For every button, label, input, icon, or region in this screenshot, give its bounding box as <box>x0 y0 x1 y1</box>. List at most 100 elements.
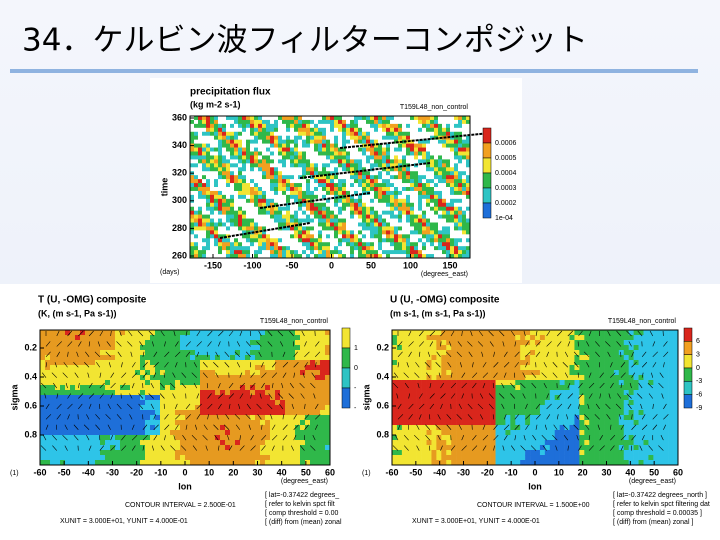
field-cell <box>305 385 311 391</box>
field-cell <box>180 435 186 441</box>
field-cell <box>266 183 271 188</box>
field-cell <box>330 135 335 140</box>
field-cell <box>135 445 141 451</box>
field-cell <box>282 210 287 215</box>
field-cell <box>250 163 255 168</box>
field-cell <box>125 330 131 336</box>
field-cell <box>426 390 432 396</box>
field-cell <box>362 175 367 180</box>
field-cell <box>402 175 407 180</box>
field-cell <box>461 435 467 441</box>
field-cell <box>85 420 91 426</box>
field-cell <box>406 202 411 208</box>
field-cell <box>314 171 319 176</box>
field-cell <box>418 135 423 140</box>
field-cell <box>398 159 403 164</box>
field-cell <box>450 250 455 255</box>
field-cell <box>258 147 263 152</box>
field-cell <box>410 254 415 259</box>
field-cell <box>438 222 443 227</box>
wind-arrow <box>131 362 136 368</box>
field-cell <box>262 218 267 223</box>
field-cell <box>55 450 61 456</box>
field-cell <box>414 198 419 204</box>
field-cell <box>145 380 151 386</box>
field-cell <box>254 222 259 227</box>
field-cell <box>326 171 331 176</box>
field-cell <box>431 460 437 466</box>
field-cell <box>475 430 482 436</box>
field-cell <box>250 385 256 391</box>
field-cell <box>422 135 427 140</box>
wind-arrow <box>121 362 123 368</box>
field-cell <box>370 250 375 255</box>
field-cell <box>258 238 263 243</box>
x-tick-label: 100 <box>403 260 418 270</box>
field-cell <box>411 460 417 466</box>
wind-arrow <box>192 445 198 451</box>
field-cell <box>398 198 403 204</box>
field-cell <box>295 420 301 426</box>
field-cell <box>190 230 195 235</box>
field-cell <box>280 435 286 441</box>
field-cell <box>215 355 221 361</box>
field-cell <box>310 147 315 152</box>
field-cell <box>401 360 408 366</box>
field-cell <box>475 390 482 396</box>
field-cell <box>305 425 311 431</box>
field-cell <box>315 340 321 346</box>
field-cell <box>314 226 319 231</box>
field-cell <box>262 242 267 247</box>
field-cell <box>65 345 71 351</box>
field-cell <box>358 139 363 144</box>
field-cell <box>50 390 56 396</box>
field-cell <box>85 430 91 436</box>
wind-arrow <box>110 445 116 451</box>
field-cell <box>266 238 271 243</box>
field-cell <box>354 246 359 251</box>
field-cell <box>50 395 56 401</box>
field-cell <box>362 131 367 137</box>
field-cell <box>338 143 343 148</box>
field-cell <box>322 159 327 164</box>
field-cell <box>262 214 267 219</box>
field-cell <box>226 230 231 235</box>
field-cell <box>294 123 299 129</box>
field-cell <box>390 151 395 156</box>
field-cell <box>250 355 256 361</box>
field-cell <box>210 116 215 121</box>
field-cell <box>254 119 259 125</box>
field-cell <box>362 210 367 215</box>
field-cell <box>470 460 477 466</box>
field-cell <box>194 198 199 204</box>
field-cell <box>436 445 442 451</box>
field-cell <box>202 183 207 188</box>
field-cell <box>220 405 226 411</box>
field-cell <box>342 230 347 235</box>
field-cell <box>366 175 371 180</box>
field-cell <box>442 238 447 243</box>
field-cell <box>370 151 375 156</box>
wind-arrow <box>142 434 148 441</box>
field-cell <box>222 194 227 200</box>
field-cell <box>150 330 156 336</box>
field-cell <box>75 395 81 401</box>
field-cell <box>406 234 411 239</box>
wind-arrow <box>127 341 133 347</box>
field-cell <box>334 163 339 168</box>
field-cell <box>430 194 435 200</box>
field-cell <box>75 350 81 356</box>
field-cell <box>210 385 216 391</box>
wind-arrow <box>267 341 273 347</box>
wind-arrow <box>267 403 273 410</box>
field-cell <box>270 135 275 140</box>
field-cell <box>95 410 101 416</box>
field-cell <box>446 147 451 152</box>
field-cell <box>462 123 467 129</box>
field-cell <box>90 400 96 406</box>
field-cell <box>406 198 411 204</box>
field-cell <box>446 187 451 192</box>
field-cell <box>315 375 321 381</box>
field-cell <box>225 410 231 416</box>
field-cell <box>342 254 347 259</box>
